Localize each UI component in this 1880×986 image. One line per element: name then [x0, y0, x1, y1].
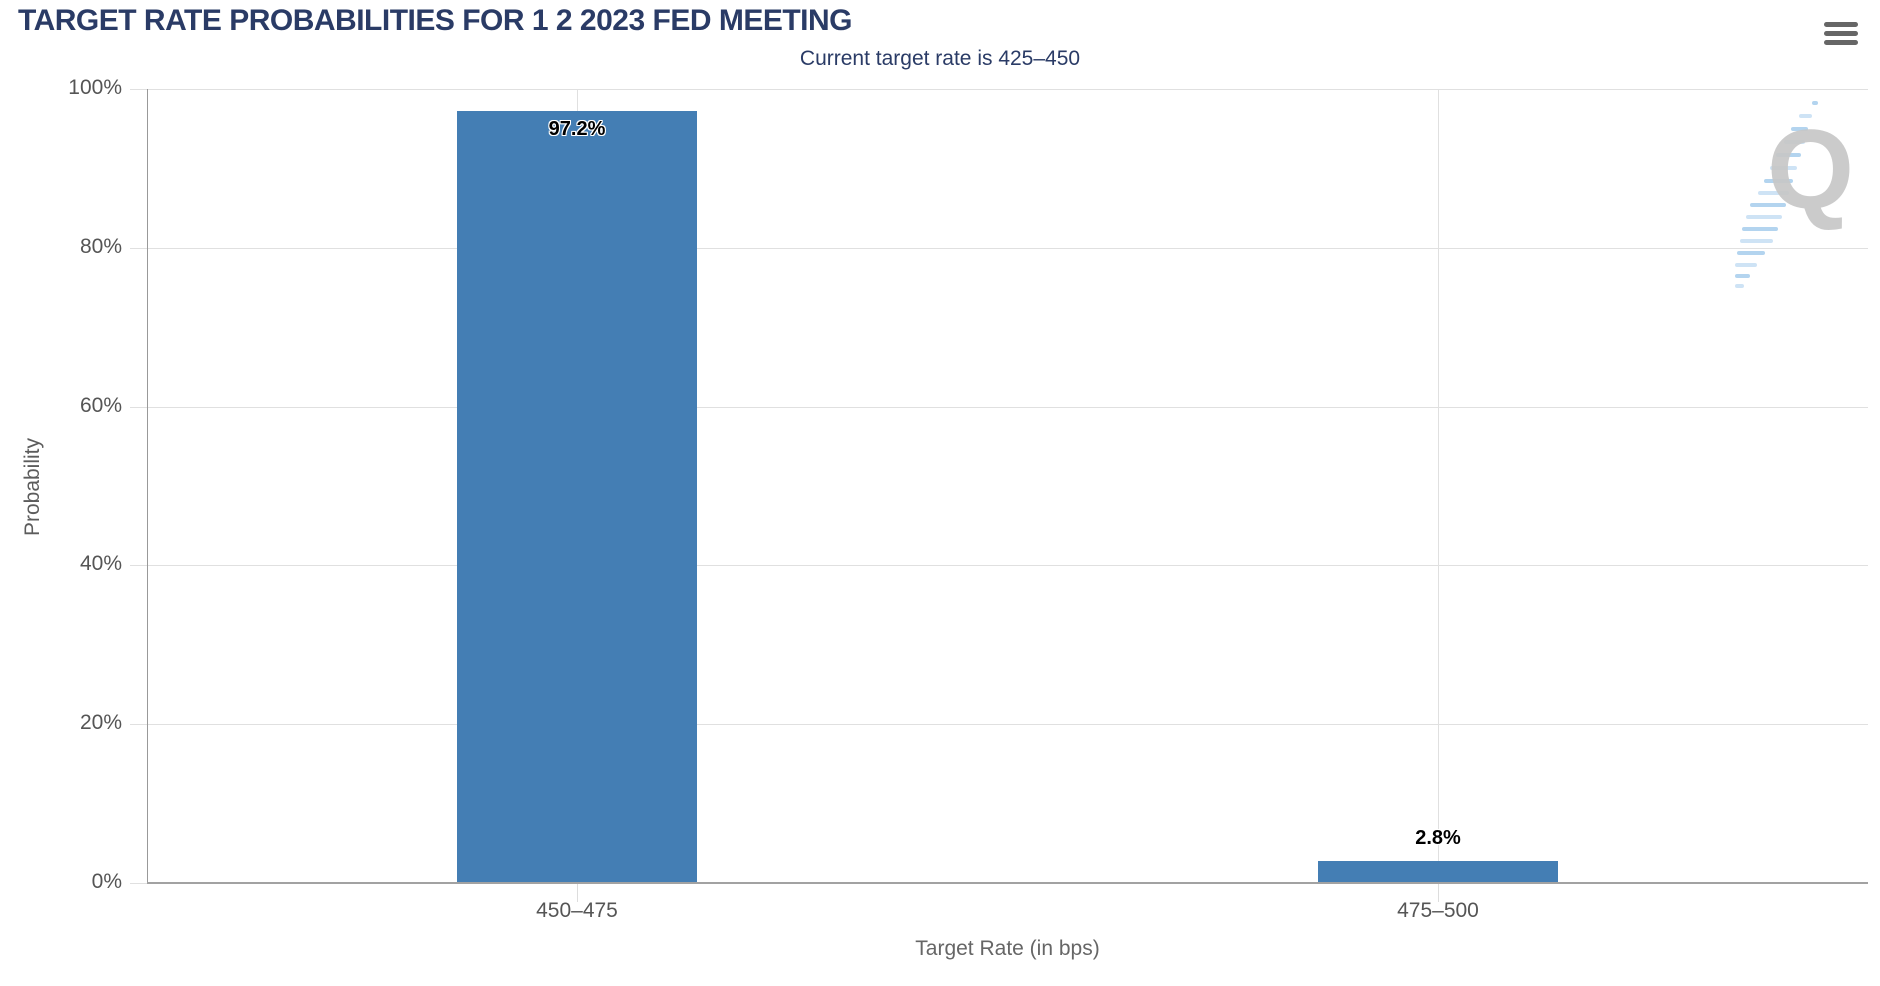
bar-value-label: 97.2% [548, 118, 606, 140]
y-axis-tick-label: 0% [91, 870, 122, 893]
hamburger-icon [1824, 39, 1858, 45]
chart-subtitle: Current target rate is 425–450 [799, 47, 1081, 70]
x-axis-tick [577, 883, 578, 902]
context-menu-button[interactable] [1824, 15, 1862, 51]
quikstrike-logo-dash [1784, 140, 1805, 144]
y-gridline [130, 248, 1868, 249]
y-gridline [130, 89, 1868, 90]
x-gridline [1438, 89, 1439, 883]
quikstrike-logo-dash [1735, 284, 1744, 288]
y-gridline [130, 565, 1868, 566]
x-axis-category-label: 475–500 [1397, 899, 1479, 922]
quikstrike-logo-dash [1799, 114, 1812, 118]
quikstrike-logo-dash [1746, 215, 1782, 219]
hamburger-icon [1824, 30, 1858, 36]
x-axis-line [147, 882, 1868, 884]
quikstrike-logo: Q [1767, 107, 1855, 232]
quikstrike-logo-dash [1750, 203, 1786, 207]
x-axis-category-label: 450–475 [536, 899, 618, 922]
x-axis-tick [1438, 883, 1439, 902]
quikstrike-logo-dash [1737, 251, 1765, 255]
quikstrike-logo-dash [1770, 166, 1797, 170]
y-axis-tick-label: 40% [79, 552, 122, 575]
y-gridline [130, 724, 1868, 725]
bar-value-label: 2.8% [1415, 827, 1461, 849]
x-axis-title: Target Rate (in bps) [915, 937, 1100, 960]
quikstrike-logo-dash [1735, 274, 1750, 278]
y-axis-line [147, 89, 148, 883]
quikstrike-logo-dash [1740, 239, 1773, 243]
quikstrike-logo-dash [1742, 227, 1778, 231]
quikstrike-logo-dash [1812, 101, 1818, 105]
y-axis-tick-label: 100% [68, 76, 122, 99]
hamburger-icon [1824, 21, 1858, 27]
chart-title: TARGET RATE PROBABILITIES FOR 1 2 2023 F… [18, 4, 853, 37]
probability-bar[interactable] [457, 111, 697, 883]
probability-bar[interactable] [1318, 861, 1558, 883]
y-axis-tick-label: 20% [79, 711, 122, 734]
y-axis-tick-label: 60% [79, 394, 122, 417]
quikstrike-logo-dash [1764, 179, 1793, 183]
quikstrike-logo-dash [1758, 191, 1789, 195]
y-gridline [130, 407, 1868, 408]
y-axis-tick-label: 80% [79, 235, 122, 258]
quikstrike-logo-dash [1776, 153, 1801, 157]
quikstrike-logo-dash [1735, 263, 1757, 267]
quikstrike-logo-dash [1791, 127, 1808, 131]
